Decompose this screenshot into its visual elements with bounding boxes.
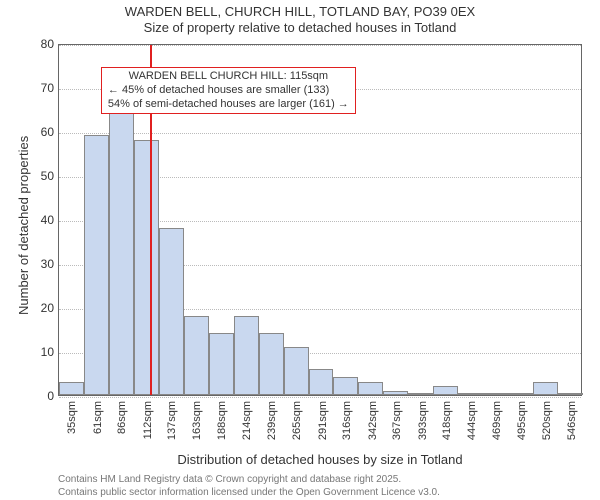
y-tick-label: 70 (0, 81, 54, 95)
annotation-line: WARDEN BELL CHURCH HILL: 115sqm (108, 70, 349, 84)
histogram-bar (184, 316, 209, 395)
histogram-bar (109, 113, 134, 395)
x-tick-label: 188sqm (216, 401, 228, 440)
histogram-bar (134, 140, 159, 395)
y-tick-label: 10 (0, 345, 54, 359)
x-tick-label: 163sqm (191, 401, 203, 440)
y-tick-label: 30 (0, 257, 54, 271)
histogram-bar (84, 135, 109, 395)
x-tick-label: 86sqm (116, 401, 128, 434)
histogram-bar (483, 393, 508, 395)
x-tick-label: 61sqm (92, 401, 104, 434)
histogram-bar (284, 347, 309, 395)
histogram-bar (358, 382, 383, 395)
annotation-line: 54% of semi-detached houses are larger (… (108, 98, 349, 112)
histogram-bar (508, 393, 533, 395)
x-tick-label: 469sqm (491, 401, 503, 440)
footer-line2: Contains public sector information licen… (58, 487, 440, 498)
histogram-bar (333, 377, 358, 395)
histogram-bar (234, 316, 259, 395)
y-tick-label: 0 (0, 389, 54, 403)
title-line1: WARDEN BELL, CHURCH HILL, TOTLAND BAY, P… (125, 4, 475, 19)
x-tick-label: 35sqm (66, 401, 78, 434)
x-tick-label: 418sqm (441, 401, 453, 440)
x-tick-label: 316sqm (341, 401, 353, 440)
x-tick-label: 137sqm (166, 401, 178, 440)
grid-line (59, 45, 581, 46)
y-tick-label: 40 (0, 213, 54, 227)
histogram-bar (408, 393, 433, 395)
histogram-bar (558, 393, 583, 395)
histogram-bar (533, 382, 558, 395)
histogram-bar (383, 391, 408, 395)
histogram-bar (259, 333, 284, 395)
histogram-bar (209, 333, 234, 395)
x-tick-label: 342sqm (367, 401, 379, 440)
y-tick-label: 20 (0, 301, 54, 315)
histogram-bar (458, 393, 483, 395)
plot-area: WARDEN BELL CHURCH HILL: 115sqm← 45% of … (58, 44, 582, 396)
x-tick-label: 112sqm (142, 401, 154, 439)
x-tick-label: 495sqm (516, 401, 528, 440)
grid-line (59, 133, 581, 134)
histogram-bar (309, 369, 334, 395)
chart-title: WARDEN BELL, CHURCH HILL, TOTLAND BAY, P… (0, 4, 600, 37)
histogram-bar (433, 386, 458, 395)
x-tick-label: 214sqm (241, 401, 253, 440)
annotation-line: ← 45% of detached houses are smaller (13… (108, 84, 349, 98)
x-tick-label: 367sqm (391, 401, 403, 440)
x-tick-label: 265sqm (291, 401, 303, 440)
x-axis-label: Distribution of detached houses by size … (58, 452, 582, 467)
y-tick-label: 50 (0, 169, 54, 183)
histogram-bar (59, 382, 84, 395)
footer-text: Contains HM Land Registry data © Crown c… (58, 474, 440, 499)
footer-line1: Contains HM Land Registry data © Crown c… (58, 474, 401, 485)
y-tick-label: 80 (0, 37, 54, 51)
chart-container: WARDEN BELL, CHURCH HILL, TOTLAND BAY, P… (0, 4, 600, 500)
x-tick-label: 546sqm (566, 401, 578, 440)
x-tick-label: 291sqm (317, 401, 329, 440)
annotation-box: WARDEN BELL CHURCH HILL: 115sqm← 45% of … (101, 67, 356, 114)
x-tick-label: 393sqm (417, 401, 429, 440)
grid-line (59, 397, 581, 398)
x-tick-label: 239sqm (266, 401, 278, 440)
histogram-bar (159, 228, 184, 395)
x-tick-label: 444sqm (466, 401, 478, 440)
title-line2: Size of property relative to detached ho… (144, 20, 457, 35)
y-tick-label: 60 (0, 125, 54, 139)
x-tick-label: 520sqm (541, 401, 553, 440)
